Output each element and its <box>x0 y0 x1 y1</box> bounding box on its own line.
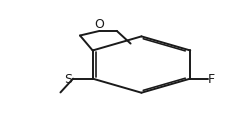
Text: S: S <box>64 73 72 85</box>
Text: O: O <box>94 18 104 31</box>
Text: F: F <box>207 73 214 85</box>
